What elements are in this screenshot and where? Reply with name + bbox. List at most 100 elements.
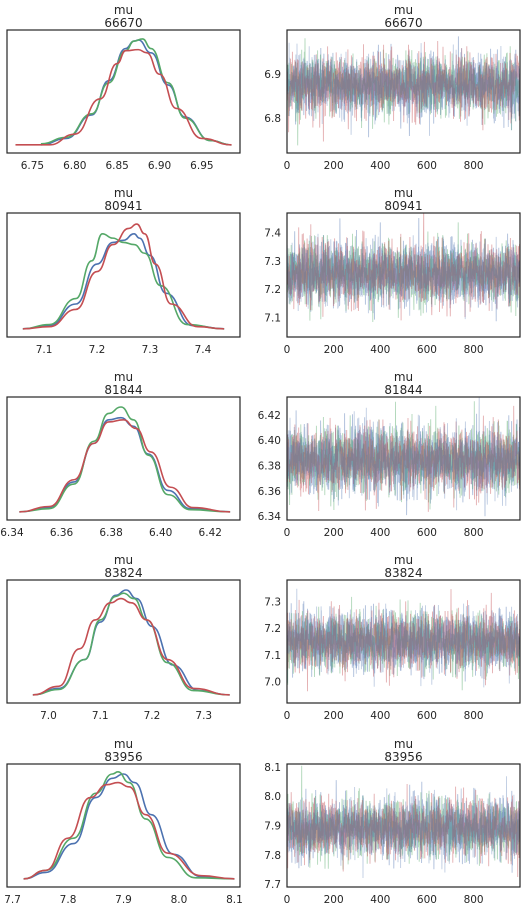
- axes-frame: [6, 763, 241, 888]
- x-tick-label: 400: [370, 344, 390, 356]
- x-tick-label: 200: [324, 527, 344, 539]
- trace-line-blue: [287, 601, 520, 683]
- x-tick-label: 6.75: [21, 160, 44, 172]
- y-tick-label: 6.9: [264, 69, 281, 81]
- x-tick-label: 800: [464, 344, 484, 356]
- panel-title: mu: [114, 3, 133, 17]
- kde-line-green: [32, 592, 230, 696]
- x-tick-label: 400: [370, 527, 390, 539]
- x-tick-label: 7.1: [36, 344, 53, 356]
- axes-frame: [6, 396, 241, 521]
- panel-subtitle: 66670: [384, 16, 422, 30]
- x-tick-label: 200: [324, 894, 344, 906]
- trace-line-blue: [287, 36, 520, 138]
- trace-line-red: [287, 405, 520, 512]
- panel-title: mu: [114, 370, 133, 384]
- x-tick-label: 7.2: [144, 710, 161, 722]
- axes-frame: [286, 29, 521, 154]
- kde-line-red: [32, 597, 230, 696]
- x-tick-label: 6.36: [50, 527, 74, 539]
- x-tick-label: 200: [324, 710, 344, 722]
- axes-frame: [286, 212, 521, 338]
- axes-frame: [286, 763, 521, 888]
- kde-line-blue: [40, 39, 232, 146]
- y-tick-label: 8.1: [264, 762, 281, 774]
- x-tick-label: 600: [417, 710, 437, 722]
- trace-line-green: [287, 765, 520, 870]
- x-tick-label: 200: [324, 160, 344, 172]
- x-tick-label: 600: [417, 344, 437, 356]
- y-tick-label: 7.3: [264, 596, 281, 608]
- y-tick-label: 7.2: [264, 284, 281, 296]
- trace-line-red: [287, 213, 520, 321]
- x-tick-label: 6.42: [199, 527, 222, 539]
- x-tick-label: 0: [284, 710, 291, 722]
- y-tick-label: 6.42: [258, 410, 281, 422]
- axes-frame: [6, 212, 241, 338]
- trace-line-green: [287, 38, 520, 146]
- kde-line-red: [19, 419, 231, 513]
- kde-line-green: [19, 406, 231, 513]
- trace-line-blue: [287, 233, 520, 320]
- panel-title: mu: [394, 737, 413, 751]
- panel-title: mu: [394, 3, 413, 17]
- x-tick-label: 600: [417, 527, 437, 539]
- y-tick-label: 7.0: [264, 677, 281, 689]
- kde-line-blue: [23, 773, 235, 880]
- trace-line-red: [287, 40, 520, 142]
- x-tick-label: 7.3: [142, 344, 159, 356]
- y-tick-label: 6.8: [264, 113, 281, 125]
- x-tick-label: 800: [464, 710, 484, 722]
- x-tick-label: 6.85: [105, 160, 128, 172]
- trace-line-blue: [287, 776, 520, 879]
- panel-subtitle: 83824: [384, 566, 422, 580]
- x-tick-label: 7.3: [195, 710, 212, 722]
- panel-title: mu: [114, 186, 133, 200]
- trace-line-blue: [287, 397, 520, 511]
- panel-title: mu: [394, 186, 413, 200]
- panel-title: mu: [394, 553, 413, 567]
- kde-line-green: [40, 38, 232, 146]
- panel-subtitle: 83956: [104, 750, 142, 764]
- x-tick-label: 400: [370, 710, 390, 722]
- x-tick-label: 800: [464, 527, 484, 539]
- y-tick-label: 6.40: [258, 435, 281, 447]
- kde-line-red: [15, 48, 232, 146]
- y-tick-label: 7.8: [264, 850, 281, 862]
- x-tick-label: 0: [284, 344, 291, 356]
- y-tick-label: 6.36: [258, 486, 282, 498]
- kde-line-blue: [19, 416, 231, 513]
- trace-line-blue: [287, 410, 520, 517]
- y-tick-label: 6.34: [258, 511, 282, 523]
- x-tick-label: 6.95: [190, 160, 213, 172]
- x-tick-label: 7.9: [115, 894, 132, 906]
- x-tick-label: 400: [370, 894, 390, 906]
- x-tick-label: 7.1: [92, 710, 109, 722]
- x-tick-label: 6.80: [63, 160, 86, 172]
- axes-frame: [6, 29, 241, 154]
- x-tick-label: 7.8: [60, 894, 77, 906]
- trace-line-blue: [287, 588, 520, 688]
- x-tick-label: 8.1: [226, 894, 243, 906]
- x-tick-label: 6.40: [149, 527, 172, 539]
- x-tick-label: 6.90: [148, 160, 171, 172]
- panel-subtitle: 81844: [104, 383, 142, 397]
- trace-line-blue: [287, 780, 520, 873]
- kde-line-blue: [32, 589, 230, 696]
- x-tick-label: 8.0: [171, 894, 188, 906]
- panel-subtitle: 83824: [104, 566, 142, 580]
- trace-line-green: [287, 401, 520, 511]
- trace-line-blue: [287, 42, 520, 136]
- trace-line-green: [287, 596, 520, 691]
- x-tick-label: 6.34: [0, 527, 24, 539]
- trace-line-blue: [287, 217, 520, 322]
- x-tick-label: 800: [464, 894, 484, 906]
- x-tick-label: 400: [370, 160, 390, 172]
- y-tick-label: 7.3: [264, 256, 281, 268]
